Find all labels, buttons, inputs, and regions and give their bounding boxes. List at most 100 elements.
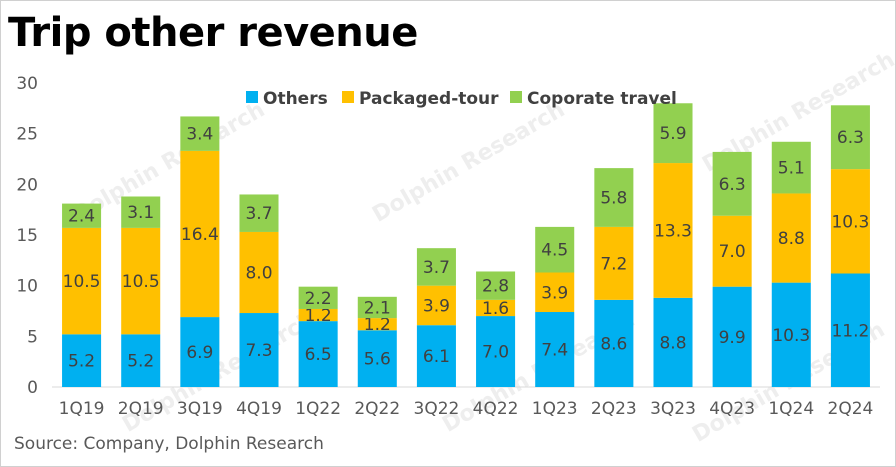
data-label: 5.9 xyxy=(659,124,686,144)
data-label: 6.9 xyxy=(186,343,213,363)
x-tick-label: 1Q24 xyxy=(768,399,814,419)
bar-segment xyxy=(298,321,338,387)
data-label: 16.4 xyxy=(181,225,219,245)
bar-segment xyxy=(830,169,870,274)
x-tick-label: 2Q24 xyxy=(828,399,874,419)
bar-segment xyxy=(476,316,516,387)
data-label: 11.2 xyxy=(831,321,869,341)
bar-segment xyxy=(594,168,634,227)
data-label: 13.3 xyxy=(654,221,692,241)
data-label: 6.3 xyxy=(719,175,746,195)
data-label: 8.8 xyxy=(659,333,686,353)
bar-segment xyxy=(535,226,575,273)
data-label: 10.3 xyxy=(772,326,810,346)
bar-segment xyxy=(180,150,220,318)
data-label: 8.6 xyxy=(600,334,627,354)
y-tick-label: 25 xyxy=(16,125,38,145)
legend-swatch xyxy=(510,91,522,103)
bar-segment xyxy=(712,151,752,216)
data-label: 8.8 xyxy=(778,229,805,249)
bar-segment xyxy=(416,325,456,387)
data-label: 5.6 xyxy=(364,350,391,370)
bar-segment xyxy=(712,215,752,287)
bar-segment xyxy=(771,141,811,194)
data-label: 9.9 xyxy=(719,328,746,348)
data-label: 8.0 xyxy=(245,263,272,283)
legend-label: Others xyxy=(263,89,328,109)
legend-label: Packaged-tour xyxy=(359,89,499,109)
bar-segment xyxy=(416,285,456,326)
x-tick-label: 2Q23 xyxy=(591,399,637,419)
bar-segment xyxy=(298,286,338,309)
data-label: 6.3 xyxy=(837,128,864,148)
data-label: 3.1 xyxy=(127,203,154,223)
bar-segment xyxy=(357,330,397,387)
x-tick-label: 1Q19 xyxy=(59,399,105,419)
data-label: 3.9 xyxy=(541,283,568,303)
bar-segment xyxy=(180,116,220,151)
bar-segment xyxy=(712,286,752,387)
bar-segment xyxy=(476,299,516,317)
data-label: 7.0 xyxy=(482,343,509,363)
bar-segment xyxy=(121,196,161,228)
data-label: 4.5 xyxy=(541,241,568,261)
x-tick-label: 4Q23 xyxy=(709,399,755,419)
data-label: 2.4 xyxy=(68,207,95,227)
bar-segment xyxy=(653,163,693,298)
y-tick-label: 0 xyxy=(27,378,38,398)
data-label: 2.8 xyxy=(482,277,509,297)
bar-segment xyxy=(416,248,456,286)
x-tick-label: 3Q22 xyxy=(414,399,460,419)
data-label: 5.1 xyxy=(778,159,805,179)
x-tick-label: 4Q19 xyxy=(236,399,282,419)
x-tick-label: 4Q22 xyxy=(473,399,519,419)
data-label: 3.7 xyxy=(423,258,450,278)
data-label: 7.0 xyxy=(719,242,746,262)
x-tick-label: 1Q23 xyxy=(532,399,578,419)
bar-segment xyxy=(239,231,279,314)
bar-segment xyxy=(535,272,575,313)
data-label: 2.2 xyxy=(305,289,332,309)
legend-swatch xyxy=(246,91,258,103)
data-label: 5.2 xyxy=(68,352,95,372)
bar-segment xyxy=(298,308,338,322)
bar-segment xyxy=(357,318,397,331)
data-label: 10.3 xyxy=(831,212,869,232)
data-label: 1.2 xyxy=(305,306,332,326)
y-tick-label: 30 xyxy=(16,74,38,94)
bar-segment xyxy=(771,282,811,387)
x-tick-label: 3Q23 xyxy=(650,399,696,419)
data-label: 7.3 xyxy=(245,341,272,361)
bar-segment xyxy=(62,203,102,228)
data-label: 2.1 xyxy=(364,298,391,318)
data-label: 10.5 xyxy=(63,272,101,292)
x-tick-label: 1Q22 xyxy=(295,399,341,419)
bar-segment xyxy=(830,273,870,387)
bar-segment xyxy=(476,271,516,300)
data-label: 10.5 xyxy=(122,272,160,292)
bar-segment xyxy=(771,193,811,283)
data-label: 6.1 xyxy=(423,347,450,367)
bar-segment xyxy=(830,105,870,170)
data-label: 6.5 xyxy=(305,345,332,365)
chart-title: Trip other revenue xyxy=(8,10,418,56)
data-label: 3.9 xyxy=(423,296,450,316)
bar-segment xyxy=(121,334,161,387)
x-tick-label: 3Q19 xyxy=(177,399,223,419)
source-note: Source: Company, Dolphin Research xyxy=(14,434,324,454)
x-tick-label: 2Q19 xyxy=(118,399,164,419)
y-tick-label: 15 xyxy=(16,226,38,246)
bar-segment xyxy=(62,334,102,387)
y-tick-label: 5 xyxy=(27,327,38,347)
data-label: 7.2 xyxy=(600,254,627,274)
bar-segment xyxy=(239,194,279,232)
bar-segment xyxy=(121,227,161,335)
x-tick-label: 2Q22 xyxy=(354,399,400,419)
bar-segment xyxy=(239,313,279,387)
bar-segment xyxy=(594,299,634,387)
bar-segment xyxy=(594,226,634,300)
data-label: 5.8 xyxy=(600,189,627,209)
bar-segment xyxy=(535,312,575,387)
y-tick-label: 10 xyxy=(16,277,38,297)
